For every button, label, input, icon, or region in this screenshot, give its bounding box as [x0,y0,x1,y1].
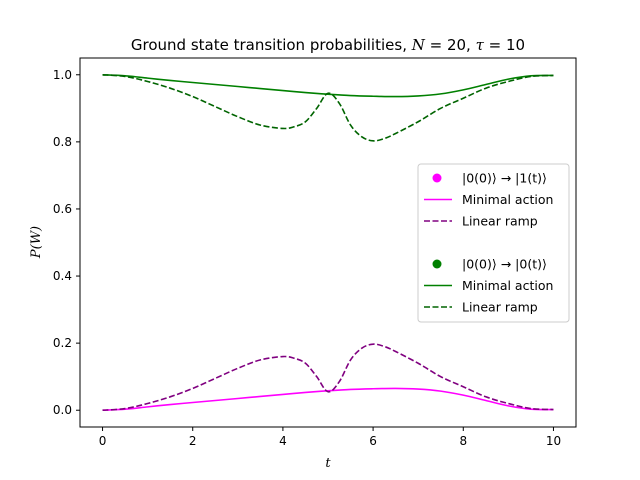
chart-title: Ground state transition probabilities, N… [131,36,525,54]
series-line-2-minimal-action [102,73,554,98]
legend-label: Linear ramp [462,214,538,229]
x-tick-label: 4 [279,434,287,448]
title-prefix: Ground state transition probabilities, [131,36,412,54]
y-tick-label: 0.0 [53,403,72,417]
series-layer [102,73,554,412]
y-axis: 0.0 0.2 0.4 0.6 0.8 1.0 [53,68,80,417]
title-tau-symbol: τ [476,36,485,54]
title-n-symbol: N [411,36,426,54]
legend: |0(0)⟩ → |1(t)⟩ Minimal action Linear ramp… [417,163,570,323]
legend-label: Minimal action [462,192,553,207]
legend-marker [432,259,442,269]
title-n-value: = 20, [425,36,476,54]
series-line-3-linear-ramp [102,73,554,142]
plot-frame [79,57,577,428]
x-tick-label: 8 [459,434,467,448]
legend-label: |0(0)⟩ → |1(t)⟩ [462,171,547,186]
y-axis-label: P(W) [29,226,44,259]
y-tick-label: 0.6 [53,202,72,216]
x-axis-label: t [325,456,331,471]
legend-label: Linear ramp [462,300,538,315]
x-axis: 0 2 4 6 8 10 [99,427,561,448]
legend-label: |0(0)⟩ → |0(t)⟩ [462,257,547,272]
legend-label: Minimal action [462,278,553,293]
x-tick-label: 6 [369,434,377,448]
y-tick-label: 0.2 [53,336,72,350]
legend-frame [417,163,570,323]
y-tick-label: 0.4 [53,269,72,283]
x-tick-label: 10 [546,434,561,448]
title-tau-value: = 10 [484,36,525,54]
legend-marker [432,173,442,183]
series-line-0-minimal-action [102,387,554,412]
x-tick-label: 0 [99,434,107,448]
y-tick-label: 0.8 [53,135,72,149]
x-tick-label: 2 [189,434,197,448]
y-tick-label: 1.0 [53,68,72,82]
series-line-1-linear-ramp [102,343,554,412]
